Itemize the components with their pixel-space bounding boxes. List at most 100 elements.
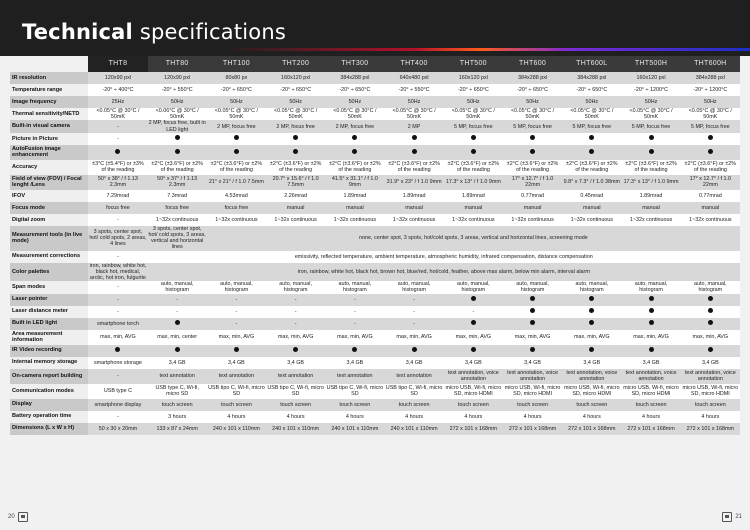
dot-icon [707,347,713,353]
spec-cell: 1.89mrad [621,189,681,202]
dot-icon [411,148,417,154]
spec-cell: 3,4 GB [502,356,563,369]
dot-icon [470,296,476,302]
row-label: Image frequency [10,96,89,108]
spec-cell: 50Hz [384,96,444,108]
header-corner [10,56,88,72]
spec-cell: -20° ÷ 400°C [88,84,148,96]
feature-yes-cell [680,305,740,318]
spec-cell: 50Hz [502,96,563,108]
spec-cell: 133 x 87 x 24mm [147,422,207,435]
spec-cell: max, min, AVG [621,329,681,345]
spec-cell: - [266,293,326,306]
spec-cell: <0.05°C @ 30°C / 50mK [384,108,444,121]
dot-icon [470,135,476,141]
dot-icon [115,347,121,353]
table-row: AutoFusion image enhancement [10,144,740,160]
spec-cell: 240 x 101 x 110mm [325,422,385,435]
table-row: Focus mode focus free focus free focus free… [10,201,740,214]
spec-cell: touch screen [680,398,740,411]
spec-cell: 4 hours [502,410,563,423]
spec-cell: - [325,293,385,306]
feature-yes-cell [443,293,503,306]
dot-icon [352,135,358,141]
spec-cell: ±3°C (±5.4°F) or ±3% of the reading [88,159,148,175]
spec-cell: - [206,317,267,330]
spec-cell: 50Hz [621,96,681,108]
row-label: Measurement tools (in live mode) [10,225,89,251]
spec-cell: max, min, AVG [384,329,444,345]
dot-icon [411,135,417,141]
spec-cell: 50Hz [325,96,385,108]
spec-cell: text annotation [384,368,444,384]
spec-cell: 3 spots, center spot, hot/ cold spots, 2… [88,225,148,251]
row-label: Laser pointer [10,293,89,306]
spec-cell: - [88,368,148,384]
table-row: Field of view (FOV) / Focal lenght /Lens… [10,174,740,190]
feature-yes-cell [443,344,503,357]
spec-cell: text annotation, voice annotation [680,368,740,384]
title-bold-part: Technical [22,20,133,44]
feature-yes-cell [88,344,148,357]
table-row: Communication modes USB type C USB type C,… [10,383,740,399]
page-header: Technical specifications [0,0,750,56]
spec-cell: manual [621,201,681,214]
dot-icon [352,347,358,353]
model-header-tht600: THT600 [502,56,563,72]
row-label: Dimensions (L x W x H) [10,422,89,435]
spec-cell: 2 MP, focus free, built in LED light [147,120,207,133]
brand-logo-icon [722,512,733,522]
dot-icon [707,308,713,314]
feature-yes-cell [206,144,267,160]
dot-icon [233,148,239,154]
feature-yes-cell [502,132,563,145]
row-label: Area measurement information [10,329,89,345]
spec-cell: auto, manual, histogram [621,281,681,294]
feature-yes-cell [502,344,563,357]
spec-span-cell: emissivity, reflected temperature, ambie… [147,250,740,263]
spec-cell: 50Hz [562,96,622,108]
dot-icon [352,148,358,154]
spec-cell: micro USB, Wi-fi, micro SD, micro HDMI [621,383,681,399]
spec-cell: 1~32x continuous [443,213,503,226]
spec-cell: 5 MP, focus free [502,120,563,133]
feature-yes-cell [562,293,622,306]
spec-cell: ±2°C (±3.6°F) or ±2% of the reading [266,159,326,175]
dot-icon [530,308,536,314]
table-row: Temperature range -20° ÷ 400°C -20° ÷ 550°… [10,84,740,96]
spec-cell: 5 MP, focus free [443,120,503,133]
spec-cell: auto, manual, histogram [502,281,563,294]
spec-cell: 41.5° x 31.1° / f 1.0 9mm [325,174,385,190]
dot-icon [707,135,713,141]
spec-cell: 3,4 GB [325,356,385,369]
table-row: Span modes - auto, manual, histogram auto, … [10,281,740,294]
spec-cell: touch screen [502,398,563,411]
dot-icon [589,135,595,141]
feature-yes-cell [562,305,622,318]
spec-cell: 1~32x continuous [147,213,207,226]
feature-yes-cell [443,132,503,145]
feature-yes-cell [621,344,681,357]
table-row: Measurement corrections - emissivity, refl… [10,250,740,263]
spec-cell: - [147,305,207,318]
spec-cell: max, min, AVG [680,329,740,345]
spec-cell: text annotation [325,368,385,384]
model-header-tht200: THT200 [266,56,326,72]
row-label: Thermal sensitivity/NETD [10,108,89,121]
dot-icon [174,148,180,154]
spec-cell: touch screen [325,398,385,411]
feature-yes-cell [621,317,681,330]
spec-cell: max, min, center [147,329,207,345]
spec-cell: -20° ÷ 650°C [266,84,326,96]
spec-cell: - [88,410,148,423]
feature-yes-cell [502,144,563,160]
table-row: Built-in visual camera -2 MP, focus free,… [10,120,740,133]
spec-cell: <0.05°C @ 30°C / 50mK [443,108,503,121]
spec-cell: touch screen [384,398,444,411]
feature-yes-cell [443,144,503,160]
dot-icon [470,148,476,154]
row-label: Communication modes [10,383,89,399]
feature-yes-cell [206,132,267,145]
feature-yes-cell [266,132,326,145]
table-row: IR resolution 120x90 pxl 120x90 pxl 80x80 p… [10,72,740,84]
